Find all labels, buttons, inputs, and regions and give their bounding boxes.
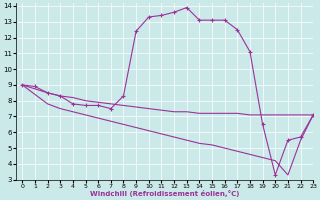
X-axis label: Windchill (Refroidissement éolien,°C): Windchill (Refroidissement éolien,°C) — [90, 190, 239, 197]
